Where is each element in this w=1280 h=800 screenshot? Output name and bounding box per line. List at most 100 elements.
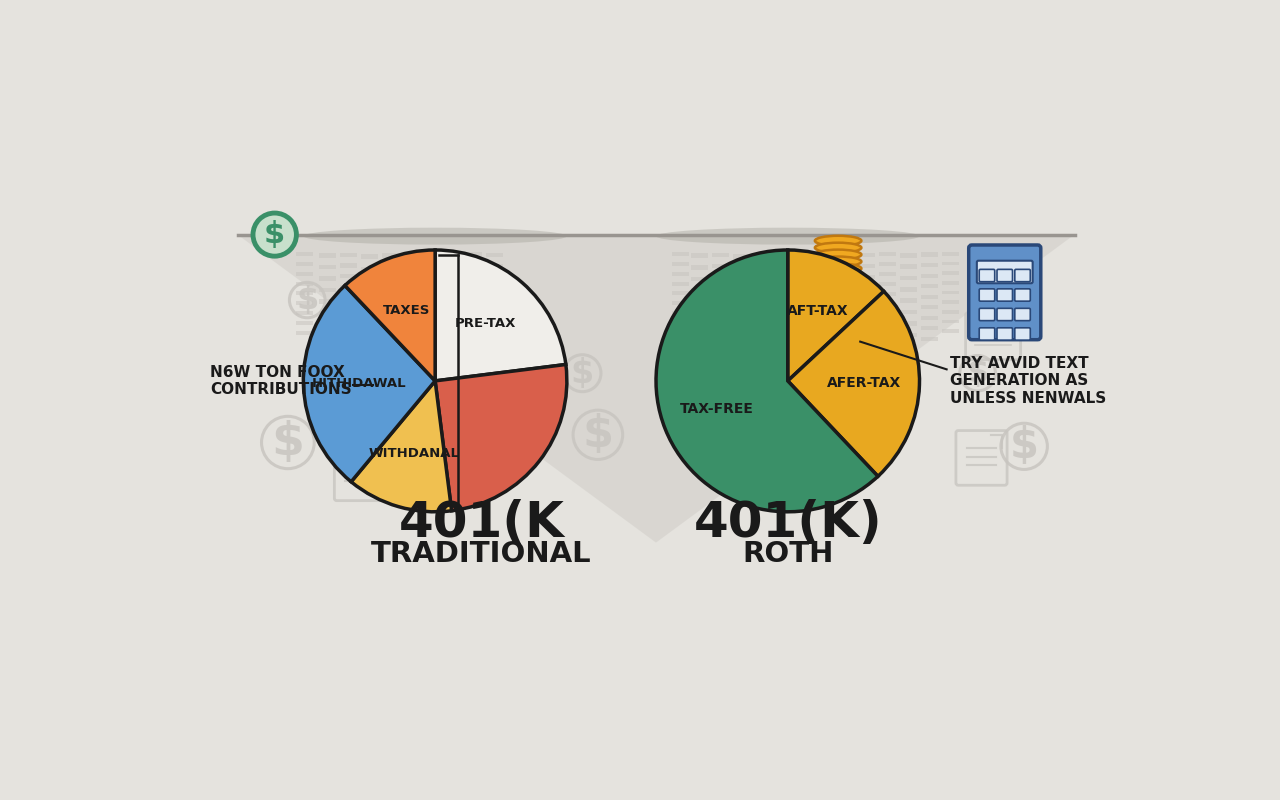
- Bar: [754, 302, 771, 307]
- Bar: [486, 298, 503, 302]
- Bar: [486, 330, 503, 335]
- Bar: [672, 252, 689, 256]
- Bar: [837, 321, 855, 325]
- Bar: [754, 327, 771, 332]
- Bar: [859, 275, 876, 279]
- Bar: [900, 253, 918, 258]
- Bar: [859, 286, 876, 290]
- Bar: [795, 254, 813, 258]
- Text: TAX-FREE: TAX-FREE: [680, 402, 754, 416]
- Bar: [712, 286, 728, 290]
- Bar: [339, 253, 357, 257]
- Bar: [466, 330, 483, 334]
- Bar: [795, 277, 813, 282]
- Bar: [900, 298, 918, 303]
- Bar: [817, 297, 833, 302]
- FancyBboxPatch shape: [997, 308, 1012, 321]
- Bar: [403, 263, 420, 268]
- Wedge shape: [435, 250, 566, 381]
- Bar: [817, 286, 833, 290]
- Bar: [732, 280, 750, 286]
- Bar: [403, 339, 420, 344]
- Bar: [712, 296, 728, 301]
- Bar: [691, 288, 708, 293]
- Bar: [381, 254, 398, 258]
- Bar: [672, 262, 689, 266]
- FancyBboxPatch shape: [997, 270, 1012, 282]
- Bar: [942, 262, 959, 266]
- Text: 401(K): 401(K): [694, 499, 882, 547]
- FancyBboxPatch shape: [979, 308, 995, 321]
- Bar: [837, 252, 855, 256]
- Bar: [774, 330, 791, 334]
- Bar: [403, 307, 420, 311]
- Bar: [339, 317, 357, 321]
- Bar: [339, 338, 357, 342]
- Bar: [942, 300, 959, 304]
- Wedge shape: [787, 250, 883, 381]
- Bar: [754, 290, 771, 295]
- Bar: [817, 275, 833, 279]
- Bar: [795, 301, 813, 306]
- Bar: [691, 265, 708, 270]
- Bar: [754, 254, 771, 258]
- Bar: [732, 333, 750, 338]
- Bar: [424, 335, 440, 340]
- Bar: [424, 323, 440, 328]
- Bar: [795, 349, 813, 353]
- Bar: [672, 282, 689, 286]
- Bar: [922, 337, 938, 341]
- Bar: [424, 347, 440, 352]
- Bar: [795, 289, 813, 294]
- FancyBboxPatch shape: [1015, 308, 1030, 321]
- Bar: [732, 254, 750, 259]
- Bar: [466, 311, 483, 315]
- Bar: [361, 331, 378, 336]
- Bar: [339, 327, 357, 332]
- Bar: [486, 309, 503, 313]
- Ellipse shape: [303, 228, 567, 245]
- Bar: [361, 266, 378, 272]
- Text: $: $: [966, 358, 988, 389]
- Bar: [319, 322, 335, 327]
- Text: $: $: [296, 285, 319, 315]
- Bar: [672, 302, 689, 305]
- Bar: [296, 272, 312, 276]
- Bar: [774, 253, 791, 257]
- Text: TRADITIONAL: TRADITIONAL: [371, 540, 591, 568]
- Bar: [381, 266, 398, 270]
- Bar: [381, 326, 398, 330]
- Bar: [466, 272, 483, 276]
- Bar: [444, 318, 462, 322]
- Bar: [296, 252, 312, 256]
- Bar: [466, 252, 483, 256]
- Ellipse shape: [815, 257, 861, 266]
- Bar: [879, 252, 896, 256]
- Bar: [732, 358, 750, 364]
- Bar: [859, 319, 876, 323]
- Bar: [296, 311, 312, 315]
- Bar: [922, 263, 938, 267]
- Bar: [361, 292, 378, 298]
- FancyBboxPatch shape: [997, 328, 1012, 340]
- Bar: [424, 300, 440, 305]
- Bar: [879, 262, 896, 266]
- Bar: [296, 291, 312, 295]
- Bar: [486, 342, 503, 346]
- Bar: [817, 341, 833, 346]
- Text: 401(K: 401(K: [398, 499, 564, 547]
- Bar: [900, 276, 918, 280]
- Bar: [296, 302, 312, 305]
- Bar: [672, 272, 689, 276]
- Bar: [774, 319, 791, 323]
- Bar: [732, 267, 750, 272]
- Ellipse shape: [815, 278, 861, 287]
- Bar: [942, 290, 959, 294]
- Bar: [296, 262, 312, 266]
- Text: $: $: [324, 346, 346, 377]
- Bar: [837, 311, 855, 315]
- Bar: [424, 288, 440, 293]
- Bar: [754, 314, 771, 319]
- Bar: [361, 305, 378, 310]
- Bar: [900, 310, 918, 314]
